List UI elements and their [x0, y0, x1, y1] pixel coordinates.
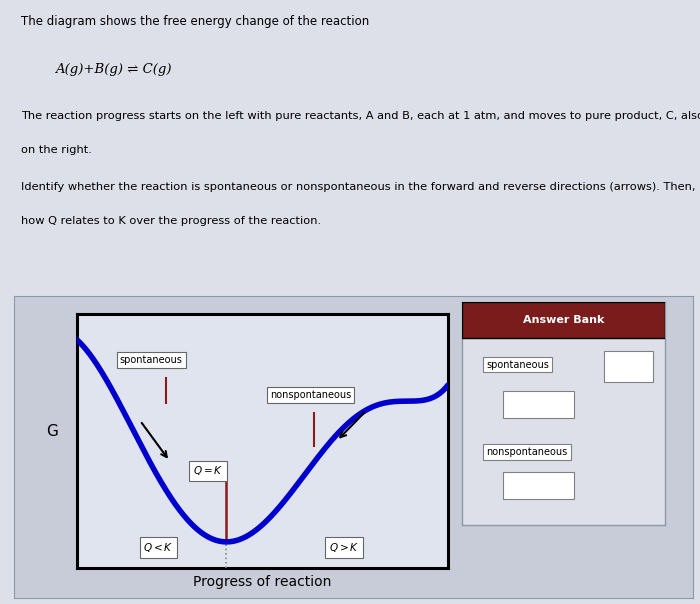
Text: G: G — [47, 425, 58, 439]
Text: on the right.: on the right. — [21, 145, 92, 155]
Text: spontaneous: spontaneous — [120, 355, 183, 365]
Text: spontaneous: spontaneous — [486, 359, 550, 370]
Text: Progress of reaction: Progress of reaction — [193, 575, 332, 589]
Text: The reaction progress starts on the left with pure reactants, A and B, each at 1: The reaction progress starts on the left… — [21, 111, 700, 121]
FancyBboxPatch shape — [503, 391, 574, 418]
Text: how Q relates to K over the progress of the reaction.: how Q relates to K over the progress of … — [21, 216, 321, 226]
Text: Identify whether the reaction is spontaneous or nonspontaneous in the forward an: Identify whether the reaction is spontan… — [21, 182, 700, 192]
FancyBboxPatch shape — [503, 472, 574, 499]
Text: nonspontaneous: nonspontaneous — [486, 447, 568, 457]
Text: Answer Bank: Answer Bank — [523, 315, 604, 325]
Text: $Q = K$: $Q = K$ — [193, 464, 223, 477]
Text: nonspontaneous: nonspontaneous — [270, 390, 351, 400]
Text: $Q < K$: $Q < K$ — [144, 541, 174, 554]
Text: A(g)+B(g) ⇌ C(g): A(g)+B(g) ⇌ C(g) — [55, 63, 172, 76]
Text: $Q > K$: $Q > K$ — [329, 541, 359, 554]
Text: The diagram shows the free energy change of the reaction: The diagram shows the free energy change… — [21, 14, 369, 28]
FancyBboxPatch shape — [604, 351, 653, 382]
FancyBboxPatch shape — [462, 302, 665, 338]
